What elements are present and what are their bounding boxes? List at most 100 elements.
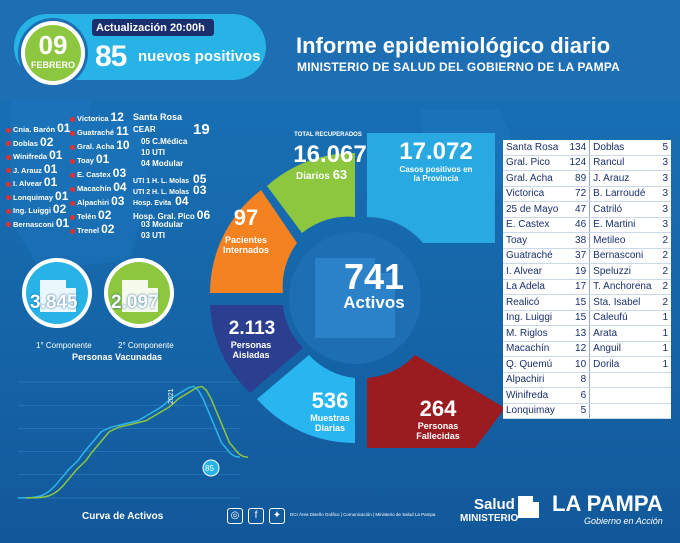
locality-left-item: Doblas 02 — [6, 135, 53, 149]
active-curve-chart: 2021 85 — [17, 381, 248, 499]
locality-cell: Q. Quemú — [503, 356, 565, 373]
locality-cell: M. Riglos — [503, 325, 565, 342]
santa-rosa-title: Santa Rosa — [133, 112, 183, 122]
count-cell: 6 — [564, 387, 590, 404]
new-positives-number: 85 — [95, 40, 127, 73]
count-cell: 3 — [658, 201, 671, 218]
locality-cell: Dorila — [589, 356, 659, 373]
marker-icon — [70, 200, 75, 206]
recovered-number: 16.067 — [293, 141, 367, 168]
table-row: Gral. Acha 89 J. Arauz 3 — [503, 170, 671, 187]
cear-row-2: 10 UTI — [141, 148, 166, 157]
marker-icon — [6, 168, 11, 174]
count-cell: 19 — [564, 263, 590, 280]
marker-icon — [70, 186, 75, 192]
locality-mid-item: Toay 01 — [70, 152, 109, 166]
locality-cell: Arata — [589, 325, 659, 342]
locality-mid-item: E. Castex 03 — [70, 166, 126, 180]
date-month: FEBRERO — [30, 60, 75, 70]
locality-name: Lonquimay — [13, 192, 54, 202]
locality-cell — [589, 403, 659, 419]
table-row: Lonquimay 5 — [503, 403, 671, 419]
twitter-icon[interactable]: ✦ — [269, 508, 285, 524]
cear-label: CEAR — [133, 125, 156, 134]
la-pampa-map-icon-2 — [122, 280, 158, 312]
locality-left-item: J. Arauz 01 — [6, 162, 57, 176]
chart-series-line — [25, 385, 248, 499]
locality-mid-item: Telén 02 — [70, 208, 111, 222]
deaths-segment — [367, 355, 505, 448]
marker-icon — [70, 130, 75, 136]
table-row: Q. Quemú 10 Dorila 1 — [503, 356, 671, 373]
count-cell: 3 — [658, 186, 671, 202]
count-cell: 8 — [564, 372, 590, 388]
ministerio-label: MINISTERIO — [460, 513, 519, 524]
locality-cell: Lonquimay — [503, 403, 565, 419]
table-row: Guatraché 37 Bernasconi 2 — [503, 248, 671, 264]
locality-name: Winifreda — [13, 152, 48, 161]
chart-end-label: 85 — [205, 464, 214, 473]
count-cell: 1 — [658, 310, 671, 326]
table-row: Victorica 72 B. Larroudé 3 — [503, 186, 671, 202]
count-cell: 2 — [658, 279, 671, 295]
locality-cell: I. Alvear — [503, 263, 565, 280]
count-cell — [658, 372, 671, 388]
table-row: Alpachiri 8 — [503, 372, 671, 388]
facebook-icon[interactable]: f — [248, 508, 264, 524]
count-cell: 15 — [564, 310, 590, 326]
locality-cell: E. Martini — [589, 217, 659, 233]
locality-left-item: Bernasconi 01 — [6, 216, 69, 230]
locality-name: Gral. Acha — [77, 142, 115, 151]
table-row: Macachín 12 Anguil 1 — [503, 341, 671, 357]
count-cell: 47 — [564, 201, 590, 218]
locality-cell: Gral. Pico — [503, 155, 565, 171]
instagram-icon[interactable]: ◎ — [227, 508, 243, 524]
active-label: Activos — [343, 293, 405, 312]
count-cell — [658, 387, 671, 404]
table-row: Winifreda 6 — [503, 387, 671, 404]
chart-peak-label: 2021 — [168, 388, 175, 404]
locality-count: 03 — [111, 194, 125, 208]
locality-left-item: Cnia. Barón 01 — [6, 121, 70, 135]
locality-cell: Sta. Isabel — [589, 294, 659, 311]
center-map-icon — [315, 258, 395, 338]
count-cell: 2 — [658, 263, 671, 280]
hospital-label: Pacientes Internados — [222, 235, 269, 255]
recovered-daily: Diarios 63 — [296, 167, 348, 182]
vaccine-caption: Personas Vacunadas — [72, 352, 163, 362]
locality-cell: Speluzzi — [589, 263, 659, 280]
pico-row-1: 03 Modular — [141, 220, 184, 229]
vaccine-second-ring — [104, 258, 174, 328]
marker-icon — [70, 214, 75, 220]
locality-name: J. Arauz — [13, 165, 42, 175]
count-cell: 13 — [564, 325, 590, 342]
table-row: E. Castex 46 E. Martini 3 — [503, 217, 671, 233]
cases-segment — [367, 133, 495, 243]
locality-name: Bernasconi — [13, 219, 54, 229]
count-cell: 89 — [564, 170, 590, 187]
brand-slogan: Gobierno en Acción — [584, 516, 663, 526]
locality-cell: Ing. Luiggi — [503, 310, 565, 326]
locality-mid-item: Trenel 02 — [70, 222, 114, 236]
locality-name: Doblas — [13, 138, 39, 148]
locality-name: E. Castex — [77, 170, 111, 179]
cear-row-3: 04 Modular — [141, 159, 184, 168]
marker-icon — [70, 172, 75, 178]
cases-number: 17.072 — [399, 138, 473, 165]
date-day: 09 — [38, 30, 68, 60]
locality-cell: Caleufú — [589, 310, 659, 326]
count-cell: 38 — [564, 232, 590, 249]
count-cell: 15 — [564, 294, 590, 311]
marker-icon — [6, 181, 11, 187]
table-row: Realicó 15 Sta. Isabel 2 — [503, 294, 671, 311]
page-subtitle: MINISTERIO DE SALUD DEL GOBIERNO DE LA P… — [297, 60, 621, 74]
locality-cell: Winifreda — [503, 387, 565, 404]
locality-cell: Gral. Acha — [503, 170, 565, 187]
vaccine-second-number: 2.097 — [111, 292, 159, 313]
locality-count: 02 — [101, 222, 115, 236]
chart-series-line — [17, 385, 241, 499]
donut-chart — [210, 133, 505, 448]
recovered-title: TOTAL RECUPERADOS — [294, 132, 362, 138]
chart-title: Curva de Activos — [82, 511, 164, 522]
date-circle: 09 FEBRERO — [18, 18, 88, 88]
